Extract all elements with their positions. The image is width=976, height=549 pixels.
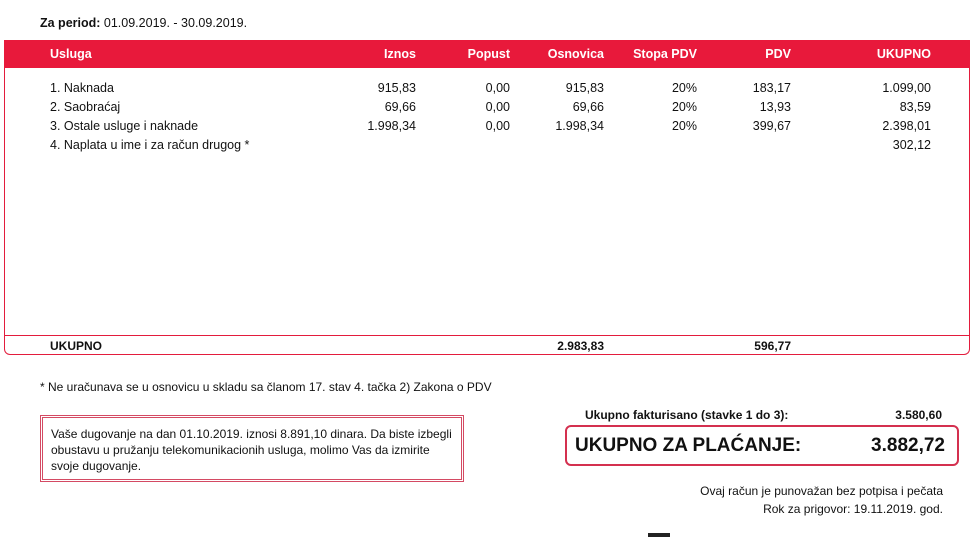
row-cell-osnovica: 69,66: [572, 100, 604, 114]
row-cell-iznos: 69,66: [384, 100, 416, 114]
row-cell-ukupno: 302,12: [892, 138, 931, 152]
complaint-deadline: Rok za prigovor: 19.11.2019. god.: [763, 502, 943, 516]
table-body: 1. Naknada 915,83 0,00 915,83 20% 183,17 1.099…: [4, 0, 970, 200]
row-cell-ukupno: 2.398,01: [882, 119, 931, 133]
page-mark: [648, 533, 670, 537]
total-label: UKUPNO: [50, 339, 103, 353]
row-cell-stopa-pdv: 20%: [671, 119, 697, 133]
row-cell-stopa-pdv: 20%: [671, 81, 697, 95]
total-pdv: 596,77: [754, 339, 791, 353]
debt-notice: Vaše dugovanje na dan 01.10.2019. iznosi…: [40, 415, 464, 482]
period-label: Za period:: [40, 16, 101, 30]
header-usluga: Usluga: [50, 47, 92, 61]
total-divider: [4, 335, 970, 336]
row-service-name: 2. Saobraćaj: [50, 100, 121, 114]
row-service-name: 4. Naplata u ime i za račun drugog *: [50, 138, 250, 152]
row-cell-stopa-pdv: 20%: [671, 100, 697, 114]
row-cell-ukupno: 83,59: [899, 100, 931, 114]
row-cell-popust: 0,00: [485, 81, 510, 95]
row-cell-pdv: 399,67: [752, 119, 791, 133]
row-cell-osnovica: 915,83: [565, 81, 604, 95]
footnote: * Ne uračunava se u osnovicu u skladu sa…: [40, 380, 492, 394]
validity-note: Ovaj račun je punovažan bez potpisa i pe…: [700, 484, 943, 498]
header-ukupno: UKUPNO: [876, 47, 931, 61]
billing-period: Za period: 01.09.2019. - 30.09.2019.: [40, 16, 247, 30]
row-cell-osnovica: 1.998,34: [555, 119, 604, 133]
row-cell-pdv: 183,17: [752, 81, 791, 95]
amount-due-label: UKUPNO ZA PLAĆANJE:: [575, 435, 802, 456]
header-iznos: Iznos: [384, 47, 416, 61]
header-osnovica: Osnovica: [547, 47, 604, 61]
amount-due-value: 3.882,72: [871, 435, 945, 456]
header-stopa-pdv: Stopa PDV: [633, 47, 697, 61]
row-service-name: 3. Ostale usluge i naknade: [50, 119, 199, 133]
total-osnovica: 2.983,83: [557, 339, 604, 353]
table-header: Usluga Iznos Popust Osnovica Stopa PDV P…: [4, 40, 970, 68]
header-popust: Popust: [467, 47, 510, 61]
invoiced-label: Ukupno fakturisano (stavke 1 do 3):: [585, 408, 789, 422]
header-pdv: PDV: [765, 47, 791, 61]
amount-due-box: UKUPNO ZA PLAĆANJE: 3.882,72: [565, 425, 959, 466]
row-cell-iznos: 915,83: [377, 81, 416, 95]
period-value: 01.09.2019. - 30.09.2019.: [103, 16, 248, 30]
row-cell-popust: 0,00: [485, 100, 510, 114]
invoiced-value: 3.580,60: [895, 408, 942, 422]
row-service-name: 1. Naknada: [50, 81, 114, 95]
services-table: [4, 40, 970, 355]
row-cell-ukupno: 1.099,00: [882, 81, 931, 95]
row-cell-pdv: 13,93: [759, 100, 791, 114]
row-cell-popust: 0,00: [485, 119, 510, 133]
row-cell-iznos: 1.998,34: [367, 119, 416, 133]
